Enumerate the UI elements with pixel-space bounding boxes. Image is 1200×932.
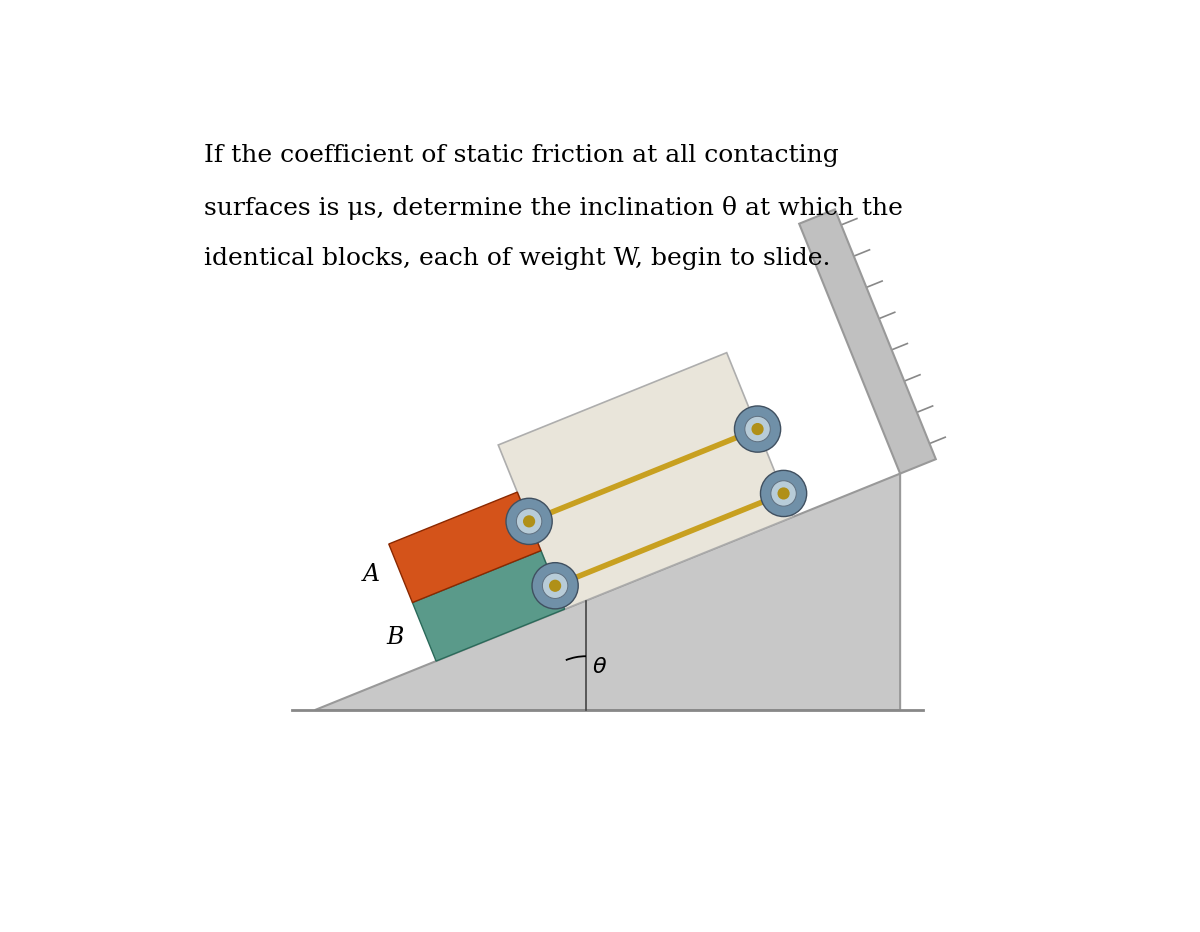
- Circle shape: [542, 573, 568, 598]
- Polygon shape: [498, 352, 793, 610]
- Circle shape: [506, 499, 552, 544]
- Circle shape: [778, 488, 788, 499]
- Circle shape: [779, 488, 788, 498]
- Text: A: A: [364, 563, 380, 586]
- Text: B: B: [386, 625, 403, 649]
- Circle shape: [532, 563, 578, 609]
- Text: $\theta$: $\theta$: [592, 656, 607, 678]
- Circle shape: [524, 516, 534, 526]
- Text: identical blocks, each of weight W, begin to slide.: identical blocks, each of weight W, begi…: [204, 248, 830, 270]
- Circle shape: [745, 417, 770, 442]
- Circle shape: [770, 481, 797, 506]
- Circle shape: [516, 509, 542, 534]
- Circle shape: [523, 516, 534, 527]
- Circle shape: [551, 582, 559, 590]
- Circle shape: [761, 471, 806, 516]
- Polygon shape: [389, 492, 541, 603]
- Text: If the coefficient of static friction at all contacting: If the coefficient of static friction at…: [204, 144, 839, 167]
- Circle shape: [734, 406, 781, 452]
- Circle shape: [550, 581, 560, 591]
- Polygon shape: [314, 473, 900, 710]
- Polygon shape: [799, 210, 936, 473]
- Text: surfaces is μs, determine the inclination θ at which the: surfaces is μs, determine the inclinatio…: [204, 196, 902, 220]
- Circle shape: [752, 424, 763, 434]
- Polygon shape: [413, 551, 564, 661]
- Circle shape: [752, 424, 762, 433]
